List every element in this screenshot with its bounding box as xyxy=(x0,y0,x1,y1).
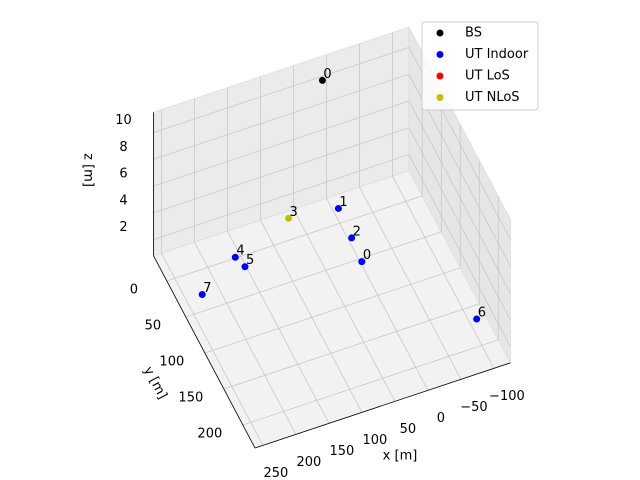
grid-line xyxy=(153,154,410,241)
tick-label: 0 xyxy=(437,411,445,426)
grid-line xyxy=(326,197,429,391)
legend-marker xyxy=(436,29,444,37)
tick-label: 0 xyxy=(130,282,138,297)
point-label: 2 xyxy=(353,224,361,239)
legend-marker xyxy=(436,51,444,58)
grid-line xyxy=(153,127,410,214)
grid-line xyxy=(408,127,511,321)
point-label: 4 xyxy=(236,244,244,259)
point-label: 6 xyxy=(478,306,486,321)
tick-label: 150 xyxy=(330,444,355,459)
legend-label: BS xyxy=(465,26,482,41)
grid-line xyxy=(194,241,297,435)
point xyxy=(348,234,356,242)
point-label: 5 xyxy=(246,253,254,268)
point xyxy=(231,253,239,261)
grid-line xyxy=(242,339,499,426)
z-axis-label: z [m] xyxy=(81,153,96,187)
point-label: 0 xyxy=(363,248,371,263)
point-label: 3 xyxy=(290,205,298,220)
point-label: 7 xyxy=(203,281,211,296)
grid-line xyxy=(166,195,423,282)
point xyxy=(473,315,481,323)
tick-label: 4 xyxy=(119,193,127,208)
marks: 0 0 12 45 6 7 3 xyxy=(198,67,486,323)
legend-marker xyxy=(436,94,444,101)
grid-line xyxy=(392,175,495,369)
point xyxy=(198,291,206,298)
x-axis-label: x [m] xyxy=(383,449,418,464)
side-pane xyxy=(408,27,511,364)
tick-label: 100 xyxy=(159,354,184,369)
grid-line xyxy=(260,219,363,413)
tick-label: 150 xyxy=(178,390,203,405)
grid-line xyxy=(204,267,461,354)
grid-line xyxy=(223,303,480,390)
tick-label: 100 xyxy=(363,433,388,448)
legend-marker xyxy=(436,72,444,80)
tick-label: 50 xyxy=(145,318,162,333)
point-label: 1 xyxy=(339,195,347,210)
panes xyxy=(152,26,512,449)
tick-label: 2 xyxy=(119,220,127,235)
legend: BS UT Indoor UT LoS UT NLoS xyxy=(421,21,539,111)
grid-line xyxy=(153,100,410,187)
grid-line xyxy=(185,231,442,318)
y-axis xyxy=(153,255,256,449)
legend-label: UT LoS xyxy=(465,69,510,84)
grid-line xyxy=(359,186,462,380)
point xyxy=(285,214,293,222)
grid-line xyxy=(293,208,396,402)
point xyxy=(358,258,366,266)
tick-label: −50 xyxy=(460,400,487,415)
x-axis xyxy=(254,362,511,449)
point xyxy=(318,76,326,84)
tick-label: 6 xyxy=(119,167,127,182)
point xyxy=(241,263,249,271)
grid-line xyxy=(161,252,264,446)
tick-label: 250 xyxy=(264,466,289,480)
point-label: 0 xyxy=(323,67,331,82)
tick-label: 200 xyxy=(197,426,222,441)
tick-label: 8 xyxy=(119,140,127,155)
grid-line xyxy=(153,46,410,133)
tick-label: 10 xyxy=(115,113,132,128)
legend-box xyxy=(421,21,539,111)
legend-label: UT Indoor xyxy=(465,47,529,62)
grid-line xyxy=(408,154,511,347)
grid-line xyxy=(153,73,410,160)
y-axis-label: y [m] xyxy=(140,364,170,402)
tick-label: 200 xyxy=(297,455,322,470)
tick-label: −100 xyxy=(489,389,525,404)
legend-label: UT NLoS xyxy=(465,90,520,105)
grid-line xyxy=(408,100,511,294)
tick-label: 50 xyxy=(400,422,417,437)
grid-line xyxy=(227,230,330,424)
point xyxy=(334,204,342,212)
